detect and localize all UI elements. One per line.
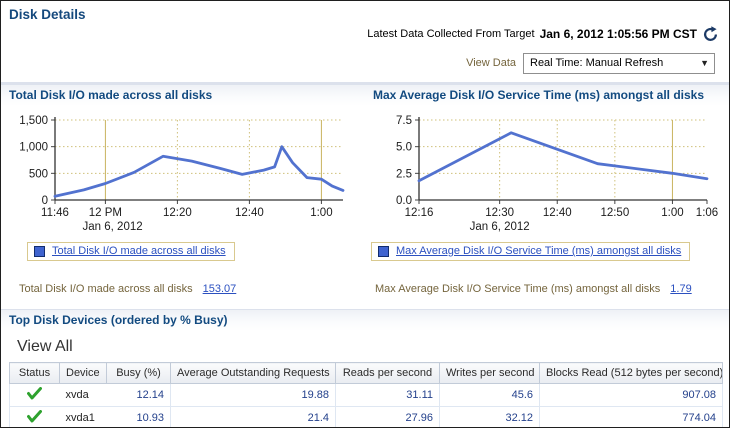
svg-text:5.0: 5.0: [396, 142, 412, 154]
view-data-selected: Real Time: Manual Refresh: [530, 57, 664, 69]
svg-text:Jan 6, 2012: Jan 6, 2012: [83, 221, 143, 233]
svg-text:1,000: 1,000: [19, 142, 48, 154]
column-header: Busy (%): [106, 362, 171, 384]
value-cell: 774.04: [539, 406, 723, 427]
value-cell: 31.11: [335, 383, 440, 407]
svg-text:0.0: 0.0: [396, 195, 412, 207]
status-ok-icon: [27, 410, 43, 423]
svg-text:1:00: 1:00: [661, 207, 683, 219]
column-header: Device: [59, 362, 107, 384]
status-ok-icon: [27, 387, 43, 400]
latest-data-label: Latest Data Collected From Target: [367, 28, 535, 40]
value-cell: 10.93: [106, 406, 171, 427]
svg-text:7.5: 7.5: [396, 115, 412, 127]
svg-text:11:46: 11:46: [41, 207, 69, 219]
chevron-down-icon: ▼: [700, 58, 709, 68]
disk-devices-table: Status Device Busy (%) Average Outstanding …: [9, 362, 723, 427]
chart-panel-total-io: Total Disk I/O made across all disks 0 50…: [1, 84, 365, 261]
top-disks-title: Top Disk Devices (ordered by % Busy): [9, 313, 228, 327]
value-cell: 12.14: [106, 383, 171, 407]
summary-total-io: Total Disk I/O made across all disks 153…: [1, 283, 365, 295]
disk-table-body: xvda 12.14 19.88 31.11 45.6 907.08 xvda1 10.93 2…: [9, 383, 723, 427]
summary-row: Total Disk I/O made across all disks 153…: [1, 283, 729, 295]
value-cell: 19.88: [170, 383, 336, 407]
value-cell: 32.12: [439, 406, 540, 427]
column-header: Status: [9, 362, 60, 384]
svg-text:12:50: 12:50: [600, 207, 629, 219]
chart-header-total-io: Total Disk I/O made across all disks: [1, 84, 365, 106]
refresh-icon[interactable]: [702, 25, 719, 43]
svg-text:12:40: 12:40: [235, 207, 264, 219]
total-io-chart: 0 500 1,000 1,500 11:46 12 PM 12:20 12:40 1:00 Ja…: [19, 115, 345, 233]
header-row: Status Device Busy (%) Average Outstanding …: [9, 362, 723, 384]
table-row: xvda 12.14 19.88 31.11 45.6 907.08: [9, 383, 723, 407]
device-cell: xvda: [59, 383, 107, 407]
summary-service-time: Max Average Disk I/O Service Time (ms) a…: [365, 283, 729, 295]
view-data-dropdown[interactable]: Real Time: Manual Refresh ▼: [523, 52, 715, 74]
svg-text:12:40: 12:40: [543, 207, 572, 219]
view-data-row: View Data Real Time: Manual Refresh ▼: [1, 44, 729, 74]
series-swatch-icon: [378, 245, 389, 257]
legend-box: Total Disk I/O made across all disks: [27, 242, 235, 261]
svg-text:1:00: 1:00: [310, 207, 332, 219]
svg-text:12 PM: 12 PM: [89, 207, 122, 219]
value-cell: 21.4: [170, 406, 336, 427]
svg-text:500: 500: [29, 168, 48, 180]
svg-text:1,500: 1,500: [19, 115, 48, 127]
svg-text:0: 0: [42, 195, 48, 207]
page-title: Disk Details: [9, 7, 86, 22]
latest-data-row: Latest Data Collected From Target Jan 6,…: [1, 22, 729, 44]
chart-title: Max Average Disk I/O Service Time (ms) a…: [373, 88, 705, 102]
chart-title: Total Disk I/O made across all disks: [9, 88, 213, 102]
value-cell: 27.96: [335, 406, 440, 427]
header-divider: [1, 82, 729, 84]
value-cell: 907.08: [539, 383, 723, 407]
latest-data-timestamp: Jan 6, 2012 1:05:56 PM CST: [539, 27, 697, 41]
svg-text:1:06: 1:06: [696, 207, 718, 219]
summary-label: Total Disk I/O made across all disks: [19, 283, 193, 295]
view-all-label: View All: [17, 338, 73, 355]
column-header: Reads per second: [335, 362, 440, 384]
view-data-label: View Data: [466, 57, 516, 69]
column-header: Writes per second: [439, 362, 540, 384]
svg-text:2.5: 2.5: [396, 168, 412, 180]
legend-link[interactable]: Max Average Disk I/O Service Time (ms) a…: [396, 245, 682, 257]
service-time-chart: 0.0 2.5 5.0 7.5 12:16 12:30 12:40 12:50 1:00 1:06…: [396, 115, 718, 233]
summary-value-link[interactable]: 153.07: [202, 283, 237, 295]
summary-value-link[interactable]: 1.79: [670, 283, 692, 295]
series-swatch-icon: [34, 245, 45, 257]
table-row: xvda1 10.93 21.4 27.96 32.12 774.04: [9, 406, 723, 427]
value-cell: 45.6: [439, 383, 540, 407]
chart-header-service-time: Max Average Disk I/O Service Time (ms) a…: [365, 84, 729, 106]
status-cell: [9, 383, 60, 407]
table-header: Status Device Busy (%) Average Outstanding …: [9, 362, 723, 384]
svg-text:Jan 6, 2012: Jan 6, 2012: [470, 221, 530, 233]
charts-row: Total Disk I/O made across all disks 0 50…: [1, 84, 729, 261]
legend-link[interactable]: Total Disk I/O made across all disks: [52, 245, 226, 257]
status-cell: [9, 406, 60, 427]
legend-row: Total Disk I/O made across all disks: [27, 242, 365, 261]
legend-box: Max Average Disk I/O Service Time (ms) a…: [371, 242, 691, 261]
chart-panel-service-time: Max Average Disk I/O Service Time (ms) a…: [365, 84, 729, 261]
svg-text:12:20: 12:20: [163, 207, 192, 219]
svg-text:12:30: 12:30: [485, 207, 514, 219]
device-cell: xvda1: [59, 406, 107, 427]
column-header: Average Outstanding Requests: [170, 362, 336, 384]
summary-label: Max Average Disk I/O Service Time (ms) a…: [375, 283, 661, 295]
legend-row: Max Average Disk I/O Service Time (ms) a…: [371, 242, 729, 261]
svg-text:12:16: 12:16: [405, 207, 434, 219]
column-header: Blocks Read (512 bytes per second): [539, 362, 723, 384]
top-disks-header: Top Disk Devices (ordered by % Busy): [1, 309, 729, 331]
